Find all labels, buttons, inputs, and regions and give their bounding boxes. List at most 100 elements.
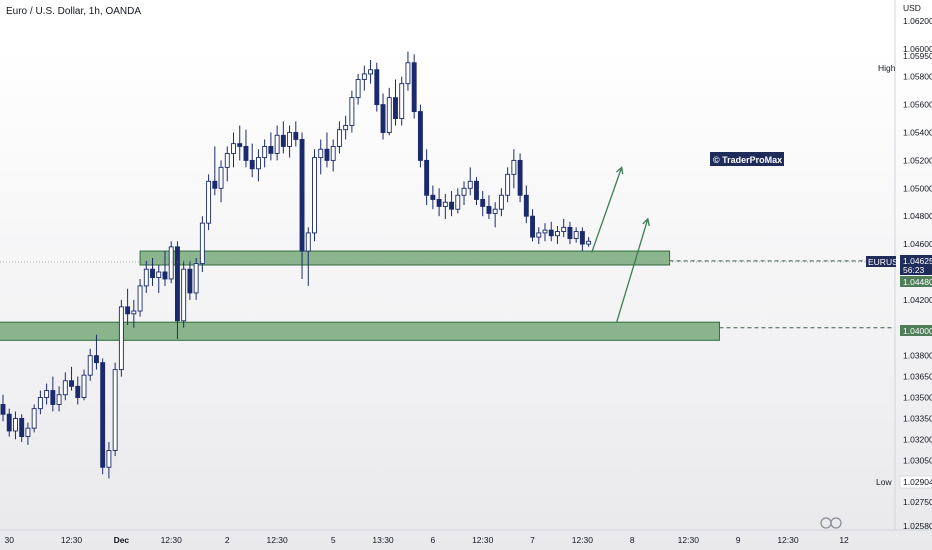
candle-body [131,310,137,315]
watermark-badge [710,152,784,166]
candle-body [349,97,355,126]
candle-body [143,268,149,287]
chart-title: Euro / U.S. Dollar, 1h, OANDA [6,6,141,17]
candle-body [19,417,25,438]
projection-arrow-1 [591,167,623,253]
zone2-level-value: 1.04000 [903,326,932,336]
projection-arrow-head-2 [642,217,650,226]
candle-body [567,226,573,239]
candle-body [268,145,274,154]
zone-1 [139,250,671,266]
candle-body [399,83,405,120]
candle-body [37,397,43,410]
candle-body [442,201,448,207]
candle-body [480,198,486,207]
candle-body [81,374,87,398]
candle-body [62,380,68,396]
candle-body [361,73,367,80]
candle-body [199,222,205,265]
candle-body [93,355,99,364]
candle-body [555,231,560,237]
candle-body [417,111,423,161]
candle-body [249,159,255,170]
candle-body [474,180,479,200]
candle-body [355,79,361,99]
countdown-timer: 56:23 [903,265,925,275]
watermark-text: © TraderProMax [713,155,782,165]
candle-body [324,148,330,161]
candle-body [436,198,442,207]
candle-body [174,246,180,322]
y-tick-label: 1.03500 [903,393,932,403]
candles-layer [0,51,592,479]
candle-body [237,143,243,147]
zone1-level-badge [900,276,932,287]
candle-body [181,268,187,322]
candle-body [75,385,81,398]
candle-body [50,390,56,405]
y-tick-label: 1.06000 [903,44,932,54]
candle-body [461,187,467,196]
candle-body [299,139,305,252]
candle-body [318,148,324,159]
candle-body [218,166,224,189]
candle-body [505,173,511,196]
price-axis[interactable]: USD 1.062001.060001.059501.058001.056001… [866,0,932,531]
candle-body [312,157,317,234]
x-tick-label: 12:30 [266,535,288,545]
candle-body [212,180,218,189]
y-tick-label: 1.03350 [903,413,932,423]
logo-circle-left [820,517,832,529]
candle-body [449,201,455,210]
x-tick-label: 6 [431,535,436,545]
y-tick-label: 1.05800 [903,72,932,82]
candle-body [548,229,554,237]
candle-body [492,208,498,214]
y-tick-label: 1.02580 [903,521,932,531]
candle-body [579,231,585,245]
candle-body [343,125,349,131]
x-tick-label: 12:30 [161,535,183,545]
low-value: 1.02904 [903,477,932,487]
arrows-layer [591,166,650,323]
candle-body [411,62,417,113]
x-tick-label: 12:30 [472,535,494,545]
zones-layer [0,250,895,341]
x-tick-label: 8 [630,535,635,545]
x-tick-labels: 30 12:30 Dec 12:30 2 12:30 5 13:30 6 12:30 7 12:30 8… [4,535,849,545]
candle-body [206,180,212,224]
candle-body [193,263,199,294]
time-axis[interactable]: 30 12:30 Dec 12:30 2 12:30 5 13:30 6 12:30 7 12:30 8… [0,529,932,545]
y-tick-label: 1.05200 [903,155,932,165]
candle-body [293,132,299,140]
candle-body [112,369,118,451]
price-axis-currency: USD [903,3,921,13]
y-tick-label: 1.05950 [903,51,932,61]
y-tick-label: 1.03050 [903,455,932,465]
candle-body [280,134,286,147]
zone-2 [0,321,720,341]
candle-body [137,285,143,312]
candle-body [523,194,529,217]
candle-body [393,97,398,120]
zone1-level-value: 1.04480 [903,277,932,287]
candle-body [31,408,37,429]
x-tick-label: 9 [736,535,741,545]
candle-body [330,145,336,161]
candle-body [87,355,93,376]
candle-body [511,159,517,175]
candle-body [162,271,168,280]
candle-body [517,159,523,196]
candle-body [187,268,193,294]
candle-body [243,145,249,161]
candle-body [231,143,236,154]
y-tick-label: 1.03800 [903,351,932,361]
candle-body [287,132,293,147]
candle-body [424,159,430,196]
y-tick-label: 1.04600 [903,239,932,249]
candle-body [455,194,461,210]
projection-arrow-2 [616,218,649,323]
candle-body [0,404,6,415]
